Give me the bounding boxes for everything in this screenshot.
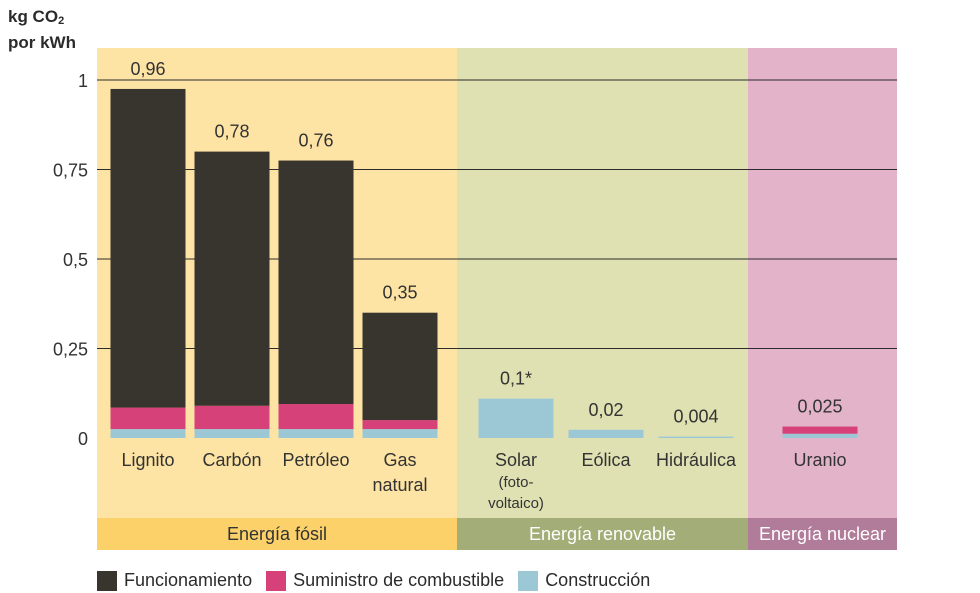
y-tick-label: 0,5 [63, 250, 88, 270]
group-background [457, 48, 748, 518]
bar-total-label: 0,1* [500, 369, 532, 389]
y-axis-label-line2: por kWh [8, 33, 76, 52]
x-category-label: Gas [383, 450, 416, 470]
bar-segment [782, 433, 858, 438]
bar-total-label: 0,96 [130, 59, 165, 79]
bar-total-label: 0,02 [588, 400, 623, 420]
bar-segment [278, 429, 354, 438]
bar-segment [478, 398, 554, 438]
x-category-label: Lignito [121, 450, 174, 470]
x-category-label: Solar [495, 450, 537, 470]
bar-total-label: 0,78 [214, 122, 249, 142]
bar-total-label: 0,025 [797, 397, 842, 417]
legend-label-construccion: Construcción [545, 570, 651, 590]
x-category-label: Hidráulica [656, 450, 737, 470]
bar-segment [658, 436, 734, 439]
y-tick-label: 0,25 [53, 340, 88, 360]
y-tick-label: 1 [78, 71, 88, 91]
y-axis-label: kg CO2 por kWh [8, 6, 76, 54]
bar-segment [110, 429, 186, 438]
legend-swatch-construccion [518, 570, 539, 591]
legend-label-funcionamiento: Funcionamiento [124, 570, 253, 590]
bar-segment [278, 160, 354, 404]
bar-segment [782, 426, 858, 434]
legend-label-suministro: Suministro de combustible [293, 570, 505, 590]
bar-segment [110, 88, 186, 408]
group-band-label: Energía nuclear [759, 524, 886, 544]
group-band [97, 518, 457, 550]
legend-item: Construcción [518, 570, 650, 591]
group-band-label: Energía renovable [529, 524, 676, 544]
x-category-label: (foto- [498, 474, 533, 491]
y-tick-label: 0 [78, 429, 88, 449]
y-tick-label: 0,75 [53, 161, 88, 181]
y-axis-label-subscript: 2 [58, 15, 65, 27]
x-category-label: natural [372, 475, 427, 495]
x-category-label: Eólica [581, 450, 631, 470]
legend-item: Suministro de combustible [266, 570, 504, 591]
legend-swatch-suministro [266, 570, 287, 591]
x-category-label: Carbón [202, 450, 261, 470]
group-band [748, 518, 897, 550]
bar-total-label: 0,004 [673, 407, 718, 427]
bar-total-label: 0,76 [298, 131, 333, 151]
group-background [748, 48, 897, 518]
y-axis-label-line1: kg CO [8, 7, 59, 26]
legend-item: Funcionamiento [97, 570, 252, 591]
bar-segment [362, 429, 438, 438]
group-band [457, 518, 748, 550]
bar-segment [110, 407, 186, 430]
bar-segment [194, 405, 270, 430]
bar-segment [362, 312, 438, 421]
bar-segment [278, 403, 354, 430]
group-band-label: Energía fósil [227, 524, 327, 544]
legend-swatch-funcionamiento [97, 570, 117, 591]
x-category-label: voltaico) [488, 495, 544, 512]
bar-segment [568, 429, 644, 438]
bar-segment [194, 429, 270, 438]
legend: Funcionamiento Suministro de combustible… [97, 570, 664, 591]
bar-segment [194, 151, 270, 406]
x-category-label: Petróleo [282, 450, 349, 470]
bar-segment [362, 420, 438, 430]
bar-total-label: 0,35 [382, 283, 417, 303]
x-category-label: Uranio [793, 450, 846, 470]
